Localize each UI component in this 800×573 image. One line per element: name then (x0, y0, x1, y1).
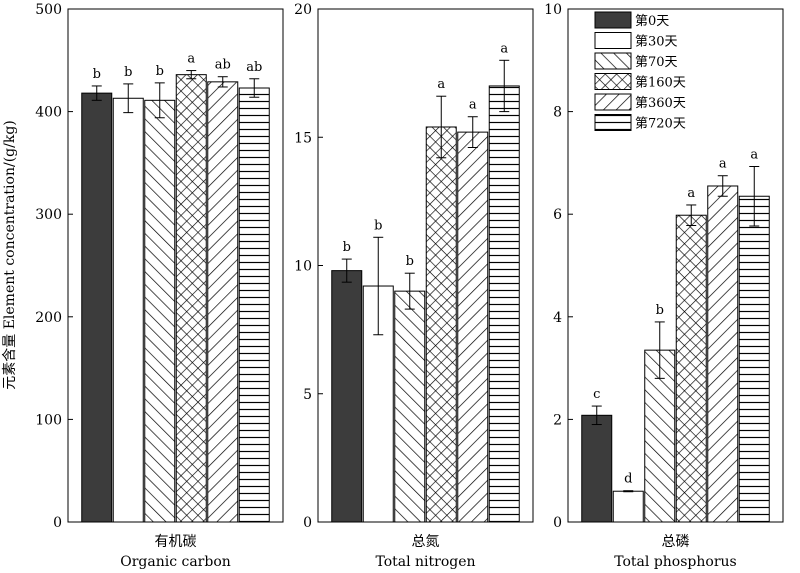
significance-letter: b (406, 254, 414, 269)
significance-letter: c (593, 387, 600, 402)
y-tick-label: 0 (53, 515, 62, 531)
x-label-en: Organic carbon (120, 554, 231, 570)
significance-letter: a (437, 77, 445, 92)
significance-letter: b (374, 218, 382, 233)
panel-organic-carbon: 0 100 200 300 400 500 b b b a ab ab 有机碳 Organic carbo… (35, 2, 284, 570)
significance-letter: b (656, 303, 664, 318)
panel-total-phosphorus: 0 2 4 6 8 10 c d b a a a 总磷 Total phosphorus (544, 2, 784, 570)
significance-letter: a (687, 186, 695, 201)
significance-letter: a (500, 41, 508, 56)
x-label-en: Total phosphorus (614, 554, 736, 570)
bar-organic-carbon-2 (144, 99, 176, 523)
bar-total-phosphorus-4 (707, 185, 739, 523)
significance-letter: a (719, 157, 727, 172)
x-label-cn: 总氮 (412, 534, 440, 550)
y-tick-label: 8 (553, 105, 562, 121)
legend-swatch (594, 11, 632, 29)
bar-organic-carbon-5 (238, 87, 270, 523)
bar-organic-carbon-1 (112, 97, 144, 523)
legend-swatch (594, 114, 632, 131)
significance-letter: a (187, 52, 195, 67)
x-label-en: Total nitrogen (375, 554, 475, 570)
x-label-cn: 有机碳 (155, 534, 197, 550)
y-tick-label: 4 (553, 310, 562, 326)
bar-organic-carbon-0 (81, 92, 113, 523)
bar-total-phosphorus-1 (612, 490, 644, 523)
bar-organic-carbon-3 (175, 74, 207, 523)
plot-frame (567, 8, 784, 523)
x-label-cn: 总磷 (662, 534, 690, 550)
legend-swatch (594, 52, 632, 70)
panel-total-nitrogen: 0 5 10 15 20 b b b a a a 总氮 Total nitrogen (294, 2, 534, 570)
bar-organic-carbon-4 (207, 81, 239, 523)
bar-total-phosphorus-5 (738, 195, 770, 523)
bar-total-nitrogen-5 (488, 85, 520, 523)
y-tick-label: 100 (35, 412, 62, 428)
significance-letter: d (624, 472, 632, 487)
significance-letter: ab (246, 60, 262, 75)
bar-total-nitrogen-2 (394, 290, 426, 523)
legend-swatch (594, 93, 632, 111)
legend-entry: 第30天 (635, 35, 678, 50)
legend-swatch (594, 32, 632, 49)
legend-entry: 第160天 (635, 76, 686, 91)
significance-letter: b (93, 67, 101, 82)
bar-total-nitrogen-4 (457, 131, 489, 523)
y-tick-label: 5 (303, 387, 312, 403)
y-tick-label: 10 (544, 2, 562, 18)
bar-total-phosphorus-3 (675, 214, 707, 523)
y-tick-label: 300 (35, 207, 62, 223)
significance-letter: a (750, 147, 758, 162)
significance-letter: b (124, 65, 132, 80)
legend-swatch (594, 73, 632, 90)
legend-entry: 第720天 (635, 117, 686, 132)
significance-letter: b (156, 64, 164, 79)
y-tick-label: 0 (303, 515, 312, 531)
y-tick-label: 200 (35, 310, 62, 326)
bar-total-nitrogen-3 (425, 126, 457, 523)
y-tick-label: 2 (553, 412, 562, 428)
legend-entry: 第360天 (635, 96, 686, 111)
legend-entry: 第0天 (635, 14, 669, 29)
significance-letter: b (343, 240, 351, 255)
y-tick-label: 500 (35, 2, 62, 18)
y-tick-label: 10 (294, 259, 312, 275)
bar-total-phosphorus-0 (581, 414, 613, 523)
y-axis-label: 元素含量 Element concentration/(g/kg) (2, 120, 18, 390)
y-tick-label: 15 (294, 130, 312, 146)
plot-frame (67, 8, 284, 523)
significance-letter: a (469, 98, 477, 113)
legend-entry: 第70天 (635, 55, 678, 70)
y-tick-label: 6 (553, 207, 562, 223)
y-tick-label: 400 (35, 105, 62, 121)
y-tick-label: 20 (294, 2, 312, 18)
bar-total-nitrogen-0 (331, 270, 363, 523)
y-tick-label: 0 (553, 515, 562, 531)
significance-letter: ab (215, 58, 231, 73)
